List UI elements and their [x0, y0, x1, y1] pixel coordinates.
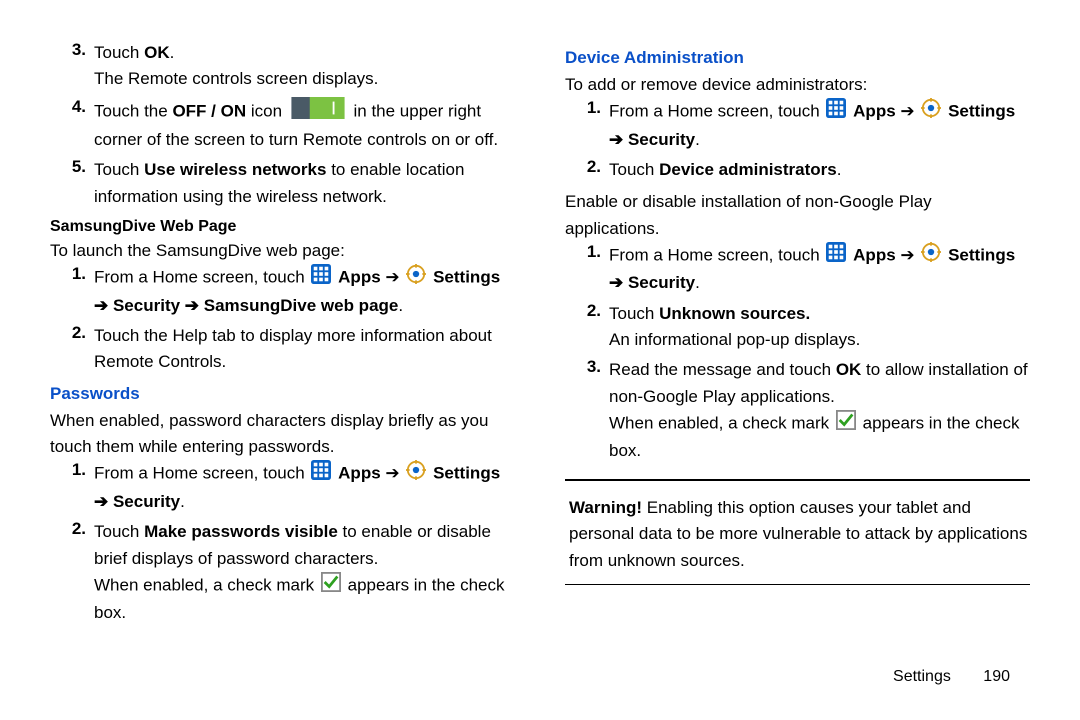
list-item: 1. From a Home screen, touch Apps ➔ Sett…: [68, 264, 515, 319]
list-item: 3. Touch OK. The Remote controls screen …: [68, 40, 515, 93]
heading-passwords: Passwords: [50, 384, 515, 404]
intro-text: Enable or disable installation of non-Go…: [565, 189, 1030, 242]
footer-section: Settings: [893, 668, 951, 685]
apps-grid-icon: [311, 264, 331, 292]
list-item: 5. Touch Use wireless networks to enable…: [68, 157, 515, 210]
warning-block: Warning! Enabling this option causes you…: [565, 495, 1030, 574]
subheading-samsungdive: SamsungDive Web Page: [50, 218, 515, 236]
intro-text: To add or remove device administrators:: [565, 72, 1030, 98]
right-column: Device Administration To add or remove d…: [565, 40, 1030, 720]
apps-grid-icon: [311, 460, 331, 488]
checkbox-checked-icon: [321, 572, 341, 600]
divider: [565, 479, 1030, 481]
page-footer: Settings 190: [893, 668, 1010, 686]
list-item: 1. From a Home screen, touch Apps ➔ Sett…: [583, 242, 1030, 297]
settings-gear-icon: [921, 242, 941, 270]
intro-text: To launch the SamsungDive web page:: [50, 238, 515, 264]
settings-gear-icon: [406, 460, 426, 488]
list-item: 2. Touch Make passwords visible to enabl…: [68, 519, 515, 626]
list-item: 1. From a Home screen, touch Apps ➔ Sett…: [583, 98, 1030, 153]
footer-page-number: 190: [983, 668, 1010, 685]
on-off-toggle-icon: [289, 97, 347, 127]
step-number: 4.: [68, 97, 94, 154]
step-number: 3.: [68, 40, 94, 93]
checkbox-checked-icon: [836, 410, 856, 438]
heading-device-admin: Device Administration: [565, 48, 1030, 68]
settings-gear-icon: [921, 98, 941, 126]
apps-grid-icon: [826, 98, 846, 126]
manual-page: 3. Touch OK. The Remote controls screen …: [0, 0, 1080, 720]
list-item: 2. Touch Unknown sources. An information…: [583, 301, 1030, 354]
list-item: 3. Read the message and touch OK to allo…: [583, 357, 1030, 464]
step-number: 5.: [68, 157, 94, 210]
settings-gear-icon: [406, 264, 426, 292]
list-item: 2. Touch the Help tab to display more in…: [68, 323, 515, 376]
divider: [565, 584, 1030, 585]
intro-text: When enabled, password characters displa…: [50, 408, 515, 461]
list-item: 1. From a Home screen, touch Apps ➔ Sett…: [68, 460, 515, 515]
list-item: 2. Touch Device administrators.: [583, 157, 1030, 183]
left-column: 3. Touch OK. The Remote controls screen …: [50, 40, 515, 720]
apps-grid-icon: [826, 242, 846, 270]
list-item: 4. Touch the OFF / ON icon in the upper …: [68, 97, 515, 154]
